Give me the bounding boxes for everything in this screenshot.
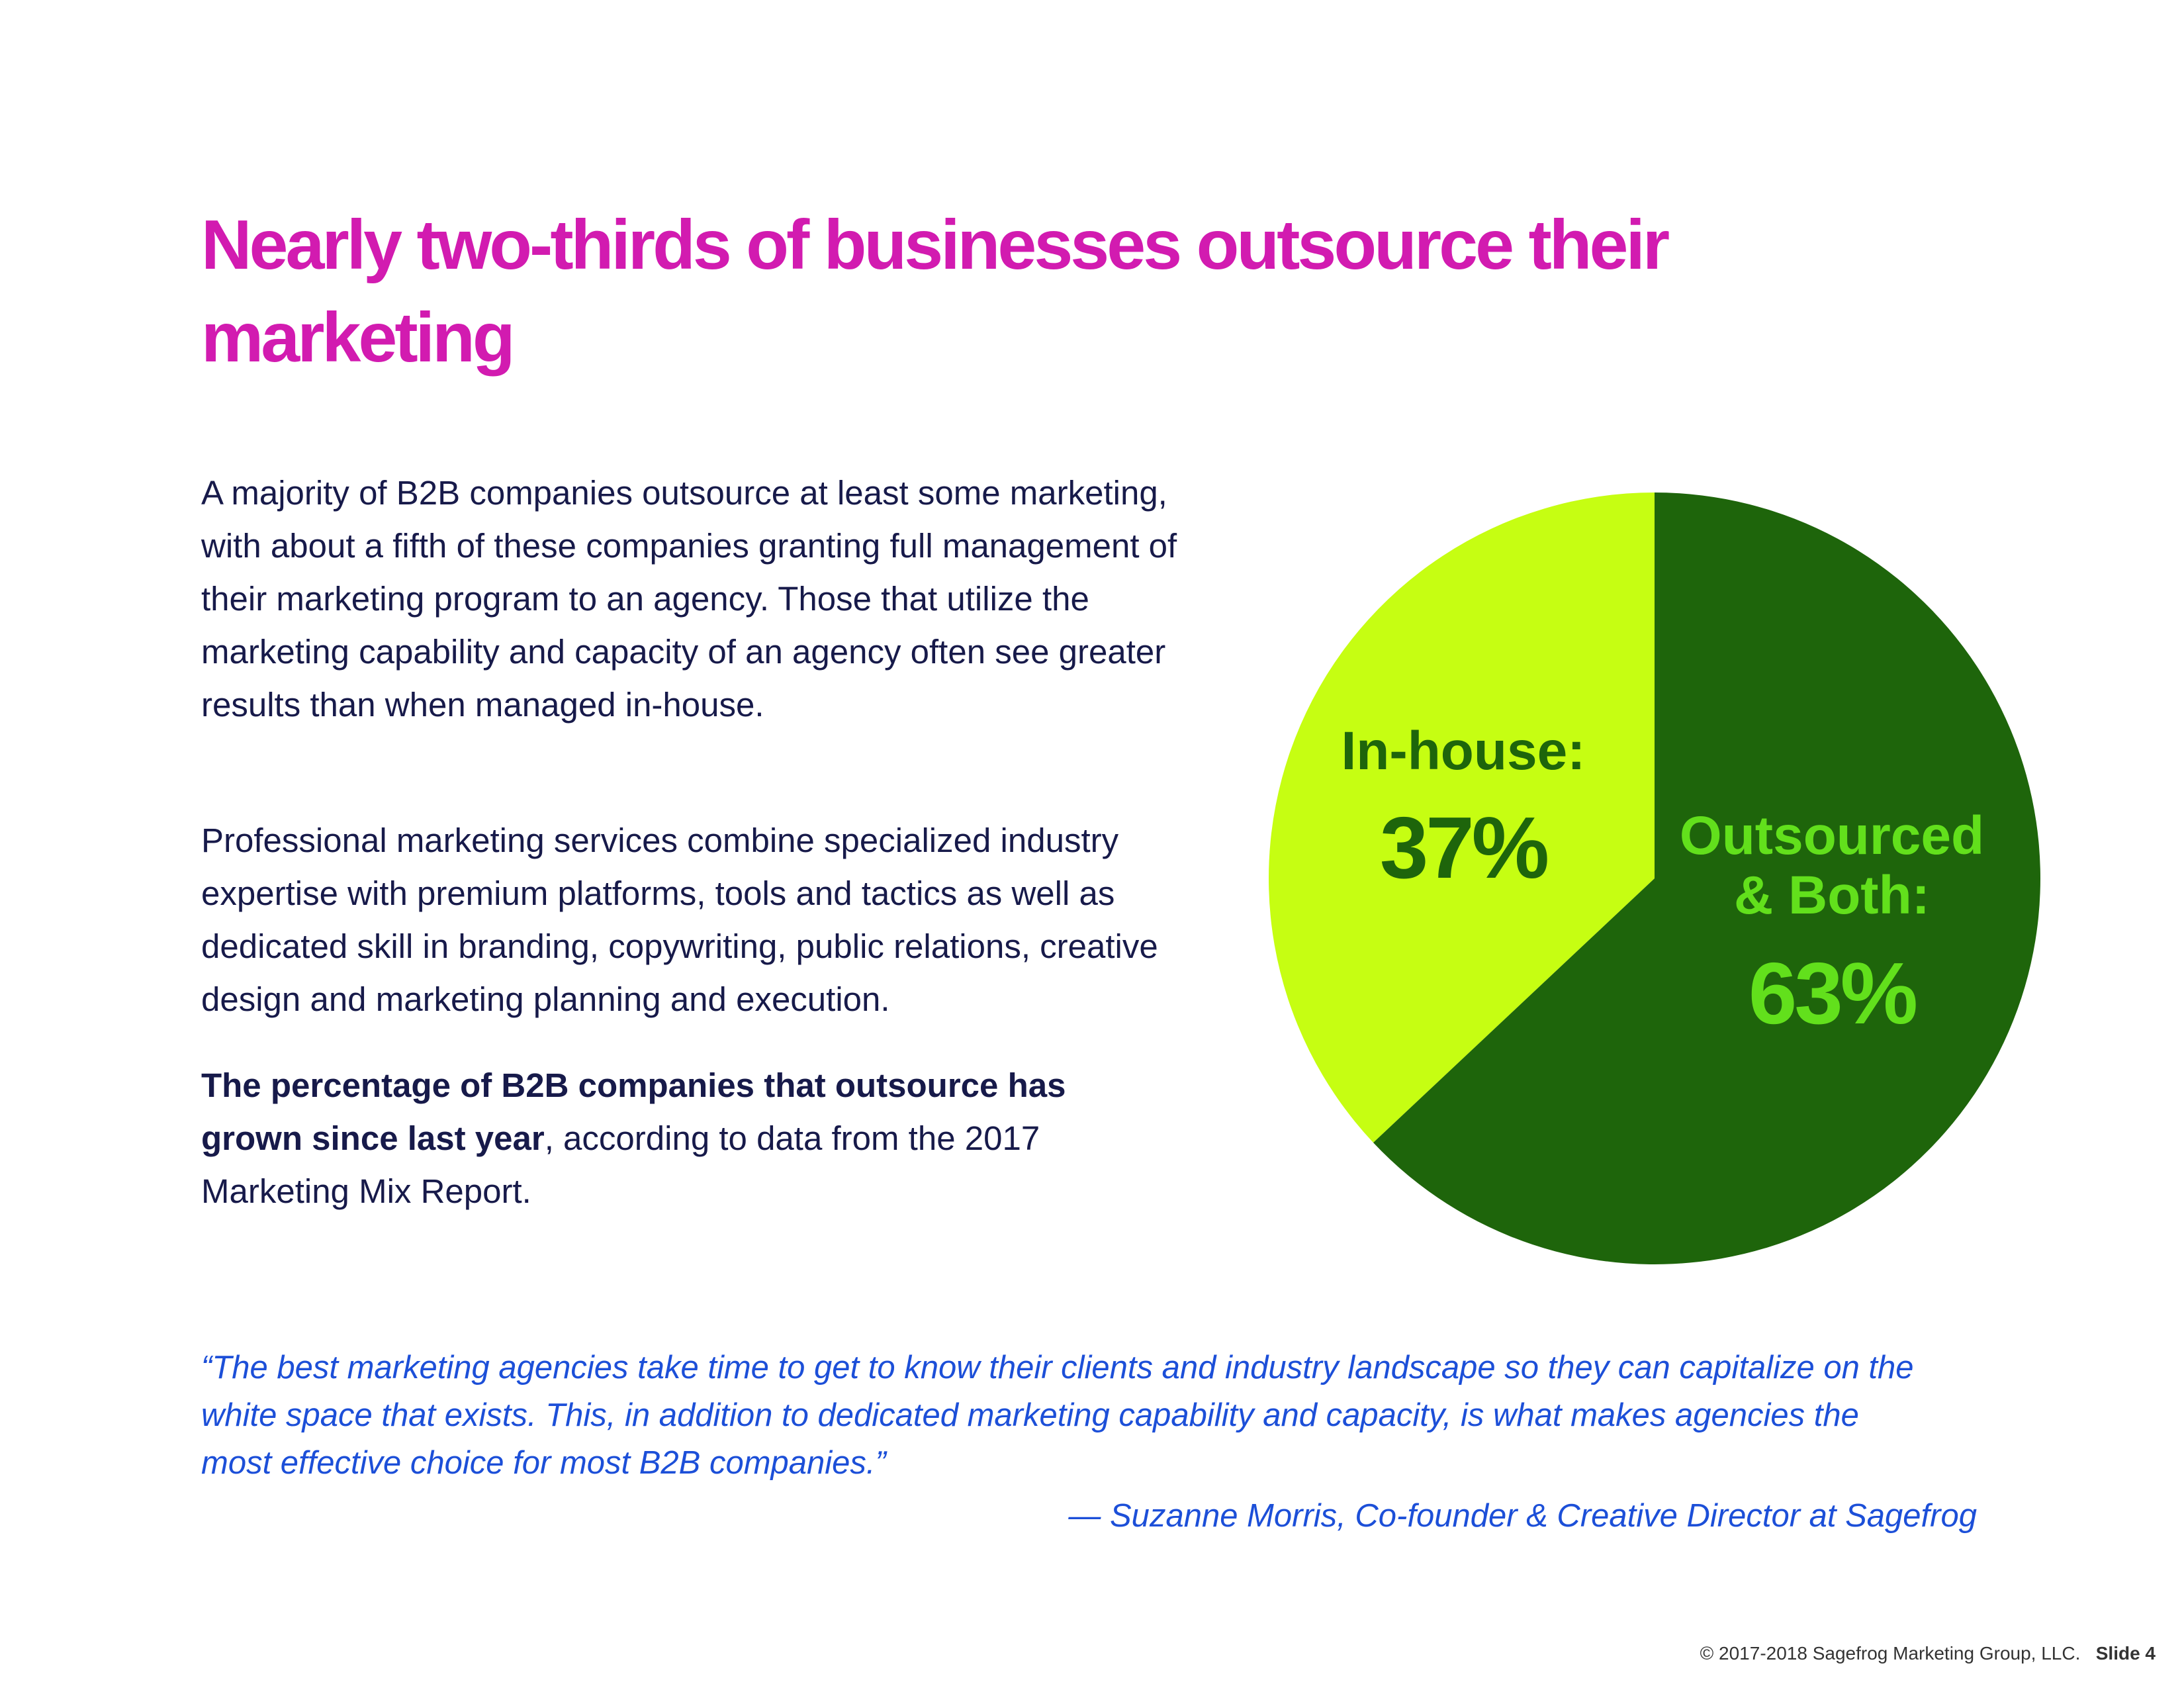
quote: “The best marketing agencies take time t… xyxy=(201,1350,1914,1481)
slice-label: In-house: xyxy=(1341,721,1586,781)
slide-title: Nearly two-thirds of businesses outsourc… xyxy=(201,206,1670,377)
slice-value-label: 37% xyxy=(1379,799,1549,896)
bold-text: The percentage of B2B companies that out… xyxy=(201,1066,1066,1157)
slide-number: Slide 4 xyxy=(2095,1643,2156,1664)
pie-slice xyxy=(1268,492,1655,1143)
text: , according to data from the 2017 Market… xyxy=(201,1119,1040,1210)
paragraph: Professional marketing services combine … xyxy=(201,821,1158,1018)
slice-label: Outsourced & Both: xyxy=(1679,806,1985,925)
paragraph: A majority of B2B companies outsource at… xyxy=(201,474,1177,724)
footer: © 2017-2018 Sagefrog Marketing Group, LL… xyxy=(1700,1643,2156,1664)
pie-slice xyxy=(1373,492,2040,1264)
slice-value-label: 63% xyxy=(1748,945,1918,1042)
paragraph: The percentage of B2B companies that out… xyxy=(201,1059,1115,1218)
copyright: © 2017-2018 Sagefrog Marketing Group, LL… xyxy=(1700,1643,2081,1664)
quote-attribution: — Suzanne Morris, Co-founder & Creative … xyxy=(1068,1498,1977,1534)
